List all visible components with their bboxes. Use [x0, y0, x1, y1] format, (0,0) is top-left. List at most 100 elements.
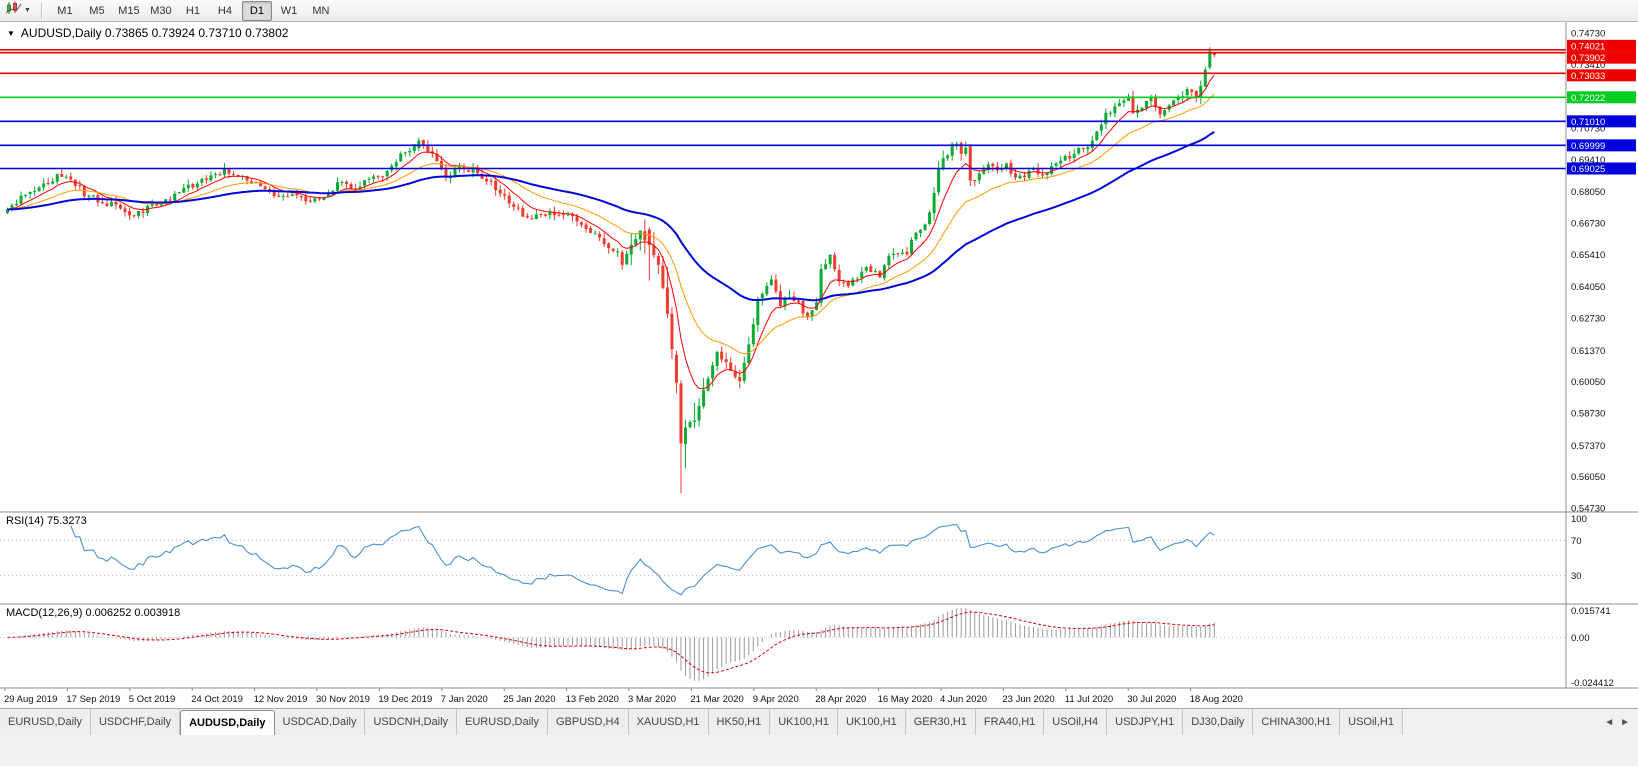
timeframe-button-m5[interactable]: M5: [89, 4, 105, 17]
chart-tab-ger30-h1[interactable]: GER30,H1: [905, 709, 976, 735]
date-label: 18 Aug 2020: [1190, 694, 1243, 705]
price-badge-0.71010: 0.71010: [1567, 115, 1636, 128]
price-scale-label: 0.56050: [1571, 472, 1605, 483]
svg-text:0.73902: 0.73902: [1571, 53, 1605, 64]
date-label: 16 May 2020: [878, 694, 933, 705]
date-label: 7 Jan 2020: [441, 694, 488, 705]
toolbar-separator: [40, 2, 43, 19]
macd-pane: [0, 607, 1566, 681]
date-label: 28 Apr 2020: [815, 694, 866, 705]
timeframe-button-m30[interactable]: M30: [150, 4, 172, 17]
price-scale-label: 0.70730: [1571, 124, 1605, 135]
svg-text:0.71010: 0.71010: [1571, 117, 1605, 128]
price-badge-0.69999: 0.69999: [1567, 139, 1636, 152]
chart-tab-uk100-h1[interactable]: UK100,H1: [770, 709, 838, 735]
svg-text:0.69025: 0.69025: [1571, 164, 1605, 175]
timeframe-button-m15[interactable]: M15: [118, 4, 140, 17]
chart-tab-audusd-daily[interactable]: AUDUSD,Daily: [180, 710, 275, 735]
rsi-scale-label: 100: [1571, 514, 1587, 525]
chart-tab-usdjpy-h1[interactable]: USDJPY,H1: [1107, 709, 1184, 735]
chart-tab-fra40-h1[interactable]: FRA40,H1: [975, 709, 1045, 735]
chart-tab-usdcnh-daily[interactable]: USDCNH,Daily: [365, 709, 458, 735]
timeframe-button-w1[interactable]: W1: [280, 4, 298, 17]
price-badge-0.73033: 0.73033: [1567, 69, 1636, 82]
candlesticks-layer: [6, 47, 1216, 494]
price-chart[interactable]: 0.74730 0.73410 0.70730 0.69410 0.68050 0.667…: [0, 22, 1638, 708]
date-label: 24 Oct 2019: [191, 694, 243, 705]
price-scale-label: 0.65410: [1571, 250, 1605, 261]
date-label: 21 Mar 2020: [690, 694, 743, 705]
price-scale-label: 0.61370: [1571, 346, 1605, 357]
price-scale-label: 0.57370: [1571, 441, 1605, 452]
price-scale-label: 0.69410: [1571, 155, 1605, 166]
chevron-down-icon: ▼: [24, 7, 31, 14]
rsi-pane: [0, 524, 1566, 596]
macd-scale-label: -0.024412: [1571, 678, 1614, 689]
tabs-scroll-left-button[interactable]: ◄: [1604, 716, 1615, 728]
ma-slow-line[interactable]: [7, 131, 1215, 302]
time-scale[interactable]: 29 Aug 2019 17 Sep 2019 5 Oct 2019 24 Oct 2…: [4, 688, 1243, 705]
macd-signal-line: [7, 611, 1215, 674]
chart-tabs-bar: EURUSD,Daily USDCHF,Daily AUDUSD,Daily USDC…: [0, 708, 1638, 735]
chart-tab-xauusd-h1[interactable]: XAUUSD,H1: [628, 709, 709, 735]
chart-ohlc-title: AUDUSD,Daily 0.73865 0.73924 0.73710 0.7…: [20, 26, 289, 40]
chart-tab-uk100-h1[interactable]: UK100,H1: [837, 709, 906, 735]
chart-tab-usdcad-daily[interactable]: USDCAD,Daily: [274, 709, 366, 735]
date-label: 30 Nov 2019: [316, 694, 370, 705]
chart-tab-dj30-daily[interactable]: DJ30,Daily: [1183, 709, 1254, 735]
date-label: 19 Dec 2019: [378, 694, 432, 705]
price-scale-label: 0.68050: [1571, 187, 1605, 198]
chart-type-button[interactable]: ▼: [5, 1, 31, 20]
chart-tab-gbpusd-h4[interactable]: GBPUSD,H4: [548, 709, 629, 735]
date-label: 23 Jun 2020: [1002, 694, 1054, 705]
timeframe-toolbar: ▼ M1 M5 M15 M30 H1 H4 D1 W1 MN: [0, 0, 1638, 22]
price-scale-drag-zone[interactable]: [1566, 22, 1638, 688]
price-scale-label: 0.62730: [1571, 314, 1605, 325]
moving-averages-layer: [7, 74, 1215, 390]
chart-tab-eurusd-daily[interactable]: EURUSD,Daily: [457, 709, 548, 735]
date-label: 25 Jan 2020: [503, 694, 555, 705]
status-area: [0, 735, 1638, 766]
date-label: 3 Mar 2020: [628, 694, 676, 705]
rsi-line: [70, 524, 1215, 596]
tabs-scroll-right-button[interactable]: ►: [1620, 716, 1630, 728]
chart-tab-usoil-h1[interactable]: USOil,H1: [1340, 709, 1403, 735]
price-badge-0.74021: 0.74021: [1567, 39, 1636, 52]
date-label: 17 Sep 2019: [66, 694, 120, 705]
date-label: 5 Oct 2019: [129, 694, 175, 705]
ma-mid-line[interactable]: [7, 93, 1215, 355]
timeframe-button-h1[interactable]: H1: [185, 4, 200, 17]
chart-tab-usdchf-daily[interactable]: USDCHF,Daily: [90, 709, 181, 735]
time-scale-drag-zone[interactable]: [0, 688, 1566, 708]
svg-text:0.73033: 0.73033: [1571, 71, 1605, 82]
chart-area[interactable]: 0.74730 0.73410 0.70730 0.69410 0.68050 0.667…: [0, 22, 1638, 708]
svg-text:0.69999: 0.69999: [1571, 141, 1605, 152]
price-scale-label: 0.73410: [1571, 60, 1605, 71]
svg-text:0.72022: 0.72022: [1571, 93, 1605, 104]
rsi-scale-label: 70: [1571, 536, 1582, 547]
horizontal-lines-layer: [0, 49, 1566, 170]
ma-fast-line[interactable]: [7, 74, 1215, 390]
timeframe-button-mn[interactable]: MN: [312, 4, 330, 17]
price-scale-label: 0.64050: [1571, 282, 1605, 293]
chart-tab-eurusd-daily[interactable]: EURUSD,Daily: [0, 709, 91, 735]
date-label: 13 Feb 2020: [566, 694, 619, 705]
chart-tab-china300-h1[interactable]: CHINA300,H1: [1253, 709, 1341, 735]
price-scale-label: 0.54730: [1571, 504, 1605, 515]
date-label: 9 Apr 2020: [753, 694, 799, 705]
timeframe-button-d1[interactable]: D1: [241, 0, 272, 21]
chart-tab-usoil-h4[interactable]: USOil,H4: [1044, 709, 1108, 735]
chart-tab-hk50-h1[interactable]: HK50,H1: [708, 709, 771, 735]
timeframe-button-m1[interactable]: M1: [57, 4, 73, 17]
macd-scale-label: 0.00: [1571, 633, 1590, 644]
chart-menu-icon[interactable]: ▼: [7, 28, 15, 38]
price-badge-0.69025: 0.69025: [1567, 162, 1636, 175]
price-scale-label: 0.58730: [1571, 409, 1605, 420]
price-scale-label: 0.60050: [1571, 377, 1605, 388]
price-scale[interactable]: 0.74730 0.73410 0.70730 0.69410 0.68050 0.667…: [1567, 29, 1636, 690]
timeframe-button-h4[interactable]: H4: [217, 4, 232, 17]
macd-label: MACD(12,26,9) 0.006252 0.003918: [6, 607, 181, 619]
macd-histogram: [11, 607, 1215, 681]
rsi-label: RSI(14) 75.3273: [6, 515, 87, 527]
